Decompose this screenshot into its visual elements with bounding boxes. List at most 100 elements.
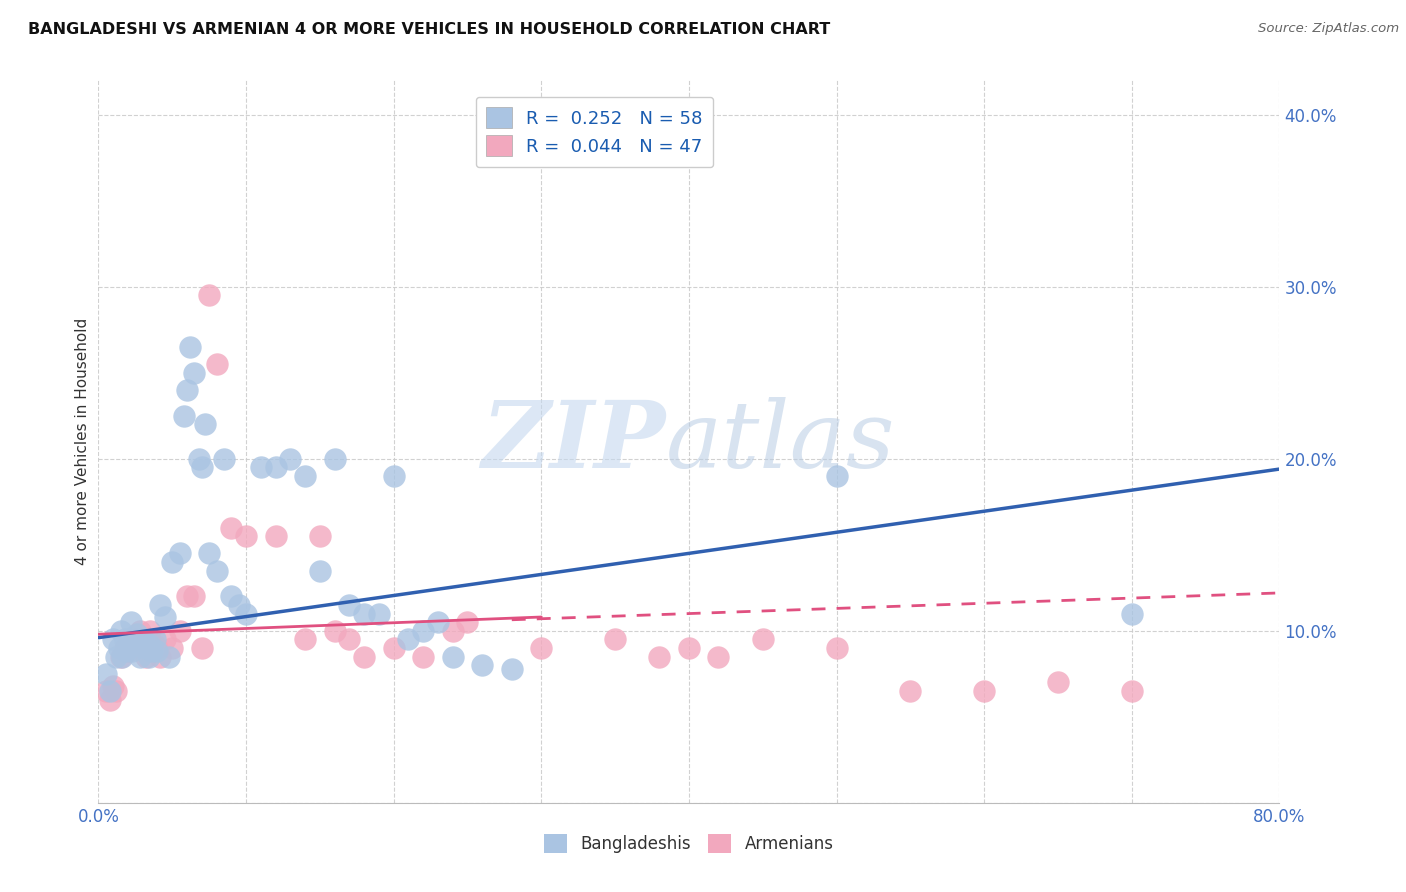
Point (98, 684, 121, 698)
Point (250, 460, 273, 475)
Point (176, 383, 198, 397)
Point (146, 644, 169, 658)
Point (115, 644, 138, 658)
Point (323, 451, 346, 466)
Point (382, 469, 405, 483)
Point (120, 615, 142, 630)
Point (153, 610, 176, 624)
Point (94, 684, 117, 698)
Point (280, 451, 302, 466)
Point (114, 632, 136, 647)
Point (105, 684, 128, 698)
Point (309, 564, 332, 578)
Point (125, 627, 148, 641)
Point (309, 529, 332, 543)
Point (339, 632, 361, 647)
Legend: Bangladeshis, Armenians: Bangladeshis, Armenians (537, 827, 841, 860)
Point (120, 638, 142, 652)
Point (752, 632, 775, 647)
Point (235, 529, 257, 543)
Point (103, 679, 125, 693)
Point (382, 640, 405, 655)
Point (235, 607, 257, 621)
Point (187, 451, 209, 466)
Point (264, 529, 287, 543)
Point (825, 469, 848, 483)
Point (141, 644, 163, 658)
Point (135, 649, 157, 664)
Point (294, 469, 316, 483)
Point (323, 624, 346, 638)
Point (191, 460, 214, 475)
Point (138, 649, 160, 664)
Y-axis label: 4 or more Vehicles in Household: 4 or more Vehicles in Household (75, 318, 90, 566)
Point (146, 640, 169, 655)
Point (121, 644, 143, 658)
Point (973, 684, 995, 698)
Point (128, 649, 150, 664)
Point (157, 649, 180, 664)
Point (162, 640, 183, 655)
Point (117, 644, 139, 658)
Point (117, 638, 139, 652)
Point (94, 666, 117, 681)
Text: ZIP: ZIP (481, 397, 665, 486)
Point (153, 632, 176, 647)
Point (353, 607, 375, 621)
Point (183, 366, 205, 380)
Point (128, 624, 150, 638)
Point (169, 624, 191, 638)
Point (143, 638, 166, 652)
Point (205, 564, 228, 578)
Point (132, 632, 155, 647)
Point (212, 451, 235, 466)
Point (501, 662, 523, 676)
Text: BANGLADESHI VS ARMENIAN 4 OR MORE VEHICLES IN HOUSEHOLD CORRELATION CHART: BANGLADESHI VS ARMENIAN 4 OR MORE VEHICL… (28, 22, 831, 37)
Point (339, 598, 361, 612)
Point (1121, 684, 1143, 698)
Point (149, 598, 172, 612)
Point (900, 684, 922, 698)
Point (110, 624, 132, 638)
Point (132, 640, 155, 655)
Point (471, 658, 494, 673)
Point (678, 640, 700, 655)
Point (441, 649, 464, 664)
Point (98, 692, 121, 706)
Point (103, 632, 125, 647)
Point (114, 640, 136, 655)
Point (825, 640, 848, 655)
Point (111, 649, 134, 664)
Point (139, 638, 162, 652)
Point (139, 624, 162, 638)
Point (176, 590, 198, 604)
Point (124, 638, 146, 652)
Point (221, 590, 243, 604)
Point (194, 417, 217, 432)
Point (648, 649, 671, 664)
Point (124, 632, 146, 647)
Point (198, 288, 221, 302)
Point (605, 632, 627, 647)
Point (143, 632, 166, 647)
Point (1121, 607, 1143, 621)
Point (221, 520, 243, 534)
Point (427, 615, 450, 630)
Point (173, 409, 195, 423)
Point (149, 649, 172, 664)
Point (179, 340, 201, 354)
Point (707, 649, 730, 664)
Point (135, 640, 157, 655)
Point (412, 649, 434, 664)
Text: atlas: atlas (665, 397, 894, 486)
Point (1046, 675, 1070, 690)
Point (398, 632, 420, 647)
Point (412, 624, 434, 638)
Point (205, 357, 228, 371)
Point (368, 607, 391, 621)
Point (353, 649, 375, 664)
Point (294, 632, 316, 647)
Text: Source: ZipAtlas.com: Source: ZipAtlas.com (1258, 22, 1399, 36)
Point (198, 546, 221, 560)
Point (162, 555, 183, 569)
